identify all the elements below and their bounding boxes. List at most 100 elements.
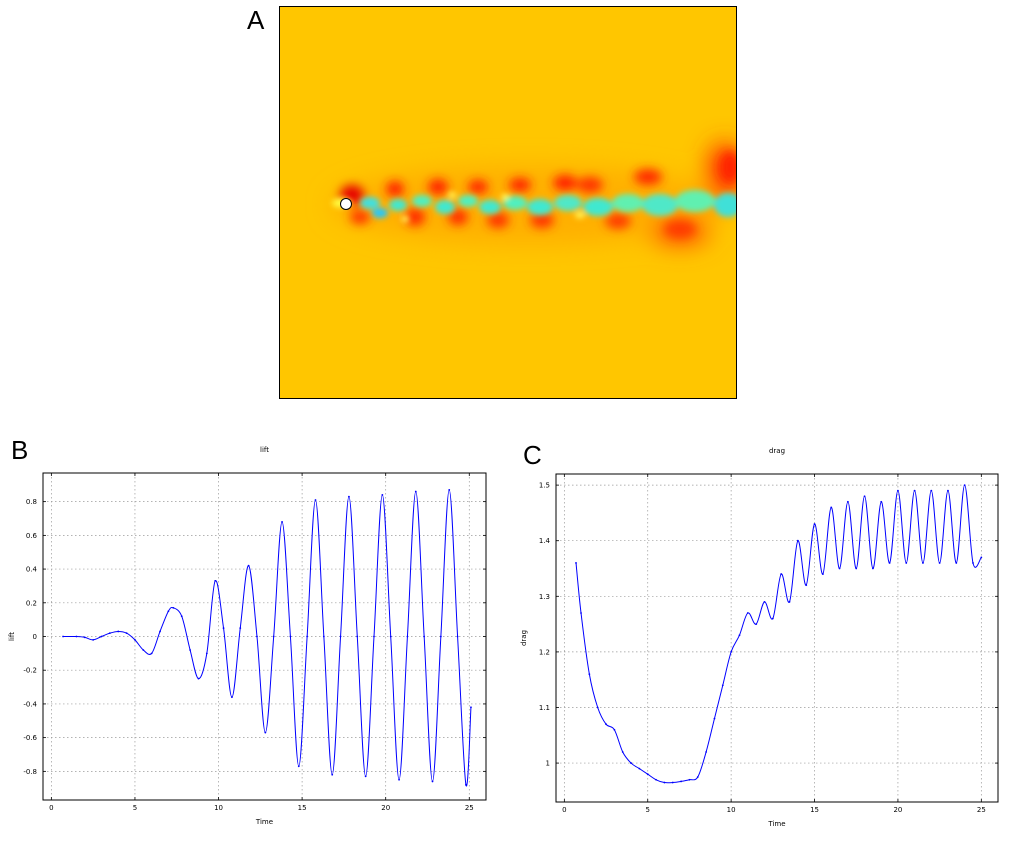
data-point bbox=[638, 767, 641, 770]
data-point bbox=[580, 612, 582, 614]
data-point bbox=[880, 500, 883, 503]
data-point bbox=[980, 556, 983, 559]
data-point bbox=[972, 562, 974, 564]
data-point bbox=[721, 684, 724, 687]
data-point bbox=[92, 638, 95, 641]
data-point bbox=[150, 652, 153, 655]
x-axis-label: Time bbox=[255, 818, 273, 826]
plot-frame bbox=[555, 473, 999, 803]
data-point bbox=[955, 562, 958, 564]
panel-label-a: A bbox=[247, 5, 265, 35]
data-point bbox=[180, 615, 183, 618]
data-point bbox=[755, 623, 758, 626]
data-point bbox=[888, 562, 891, 564]
y-axis-label: lift bbox=[8, 632, 16, 641]
series-line bbox=[575, 484, 982, 784]
x-tick-label: 10 bbox=[214, 804, 223, 812]
data-point bbox=[62, 635, 64, 638]
data-point bbox=[364, 775, 367, 778]
panel-label-c: C bbox=[523, 440, 542, 470]
data-point bbox=[456, 635, 459, 638]
data-point bbox=[805, 584, 808, 587]
data-point bbox=[838, 567, 841, 570]
data-point bbox=[348, 495, 350, 498]
y-tick-label: 0 bbox=[33, 633, 37, 641]
y-tick-label: -0.8 bbox=[23, 768, 37, 776]
x-tick-label: 25 bbox=[465, 804, 474, 812]
data-point bbox=[281, 520, 283, 523]
data-point bbox=[671, 781, 674, 784]
data-point bbox=[289, 635, 292, 638]
data-point bbox=[331, 773, 334, 776]
x-tick-label: 20 bbox=[381, 804, 390, 812]
x-tick-label: 10 bbox=[727, 806, 736, 814]
data-point bbox=[963, 484, 966, 487]
data-point bbox=[897, 489, 899, 492]
data-point bbox=[646, 773, 649, 776]
data-point bbox=[117, 630, 120, 633]
data-point bbox=[314, 499, 317, 501]
data-point bbox=[189, 649, 192, 651]
data-point bbox=[613, 728, 616, 731]
data-point bbox=[655, 778, 657, 781]
data-point bbox=[813, 523, 816, 525]
x-tick-label: 15 bbox=[810, 806, 819, 814]
data-point bbox=[588, 673, 591, 676]
data-point bbox=[159, 630, 161, 633]
data-point bbox=[905, 562, 908, 564]
data-point bbox=[465, 783, 467, 786]
data-point bbox=[83, 636, 86, 639]
data-point bbox=[431, 780, 434, 783]
data-point bbox=[872, 567, 874, 570]
data-point bbox=[830, 506, 833, 509]
x-axis-label: Time bbox=[767, 820, 785, 828]
data-point bbox=[913, 489, 916, 492]
x-tick-label: 5 bbox=[646, 806, 650, 814]
data-point bbox=[930, 489, 933, 492]
data-point bbox=[821, 573, 824, 575]
data-point bbox=[470, 706, 472, 709]
chart-title: drag bbox=[769, 447, 785, 455]
data-point bbox=[264, 731, 267, 734]
data-point bbox=[663, 781, 666, 784]
data-point bbox=[763, 600, 766, 603]
cylinder-obstacle bbox=[340, 198, 352, 210]
data-point bbox=[239, 627, 242, 629]
y-tick-label: 1 bbox=[546, 760, 550, 768]
data-point bbox=[713, 717, 716, 720]
data-point bbox=[575, 562, 577, 564]
data-point bbox=[922, 562, 924, 564]
y-tick-label: 0.4 bbox=[26, 566, 38, 574]
y-tick-label: 1.4 bbox=[539, 537, 551, 545]
data-point bbox=[373, 635, 375, 638]
data-point bbox=[788, 600, 791, 603]
data-point bbox=[108, 632, 111, 635]
x-tick-label: 25 bbox=[977, 806, 986, 814]
lift-chart: lift 0 5 10 15 20 25 -0.8 -0.6 -0.4 -0.2 0 0.2 0.4 0.6… bbox=[8, 446, 487, 826]
data-point bbox=[322, 635, 325, 638]
x-tick-label: 5 bbox=[133, 804, 137, 812]
data-point bbox=[680, 780, 682, 783]
y-tick-label: -0.6 bbox=[23, 734, 37, 742]
data-point bbox=[696, 776, 699, 778]
data-point bbox=[596, 706, 599, 709]
x-tick-label: 0 bbox=[562, 806, 566, 814]
data-point bbox=[75, 635, 78, 638]
y-tick-label: 1.3 bbox=[539, 593, 550, 601]
data-point bbox=[771, 617, 774, 620]
data-point bbox=[297, 765, 300, 768]
data-point bbox=[796, 539, 799, 542]
data-point bbox=[621, 751, 624, 753]
data-point bbox=[398, 778, 400, 781]
data-point bbox=[172, 606, 175, 609]
data-point bbox=[688, 778, 691, 781]
data-point bbox=[389, 635, 392, 638]
y-tick-label: 1.1 bbox=[539, 704, 550, 712]
data-point bbox=[247, 564, 250, 567]
flow-field-image bbox=[279, 6, 737, 399]
data-point bbox=[214, 579, 217, 582]
data-point bbox=[205, 652, 208, 655]
data-point bbox=[423, 635, 426, 638]
data-point bbox=[414, 490, 417, 493]
x-tick-label: 15 bbox=[298, 804, 307, 812]
